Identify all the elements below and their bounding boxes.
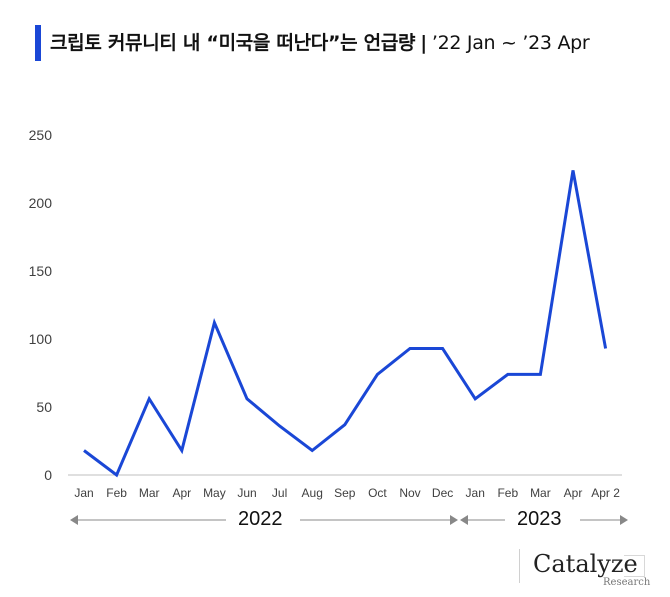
x-tick-label: Jul	[272, 486, 287, 500]
y-tick-label: 200	[29, 195, 53, 211]
year-2023-arrow-right-head	[620, 515, 628, 525]
brand-logo-frame	[624, 555, 645, 577]
y-tick-label: 50	[36, 399, 52, 415]
x-tick-label: Apr	[564, 486, 583, 500]
title-date-range: ’22 Jan ~ ’23 Apr	[431, 32, 590, 54]
x-tick-label: Apr	[172, 486, 191, 500]
x-tick-label: Jun	[237, 486, 256, 500]
x-tick-label: Mar	[139, 486, 160, 500]
y-tick-label: 100	[29, 331, 53, 347]
y-tick-label: 250	[29, 127, 53, 143]
x-tick-label: Jan	[74, 486, 93, 500]
x-tick-label: Feb	[106, 486, 127, 500]
y-tick-label: 150	[29, 263, 53, 279]
title-separator: |	[420, 32, 427, 54]
year-label-2022: 2022	[238, 508, 283, 530]
x-tick-label: Oct	[368, 486, 387, 500]
x-tick-label: Apr 2	[591, 486, 620, 500]
brand-logo-subtitle: Research	[603, 577, 651, 588]
x-tick-label: Nov	[399, 486, 420, 500]
year-label-2023: 2023	[517, 508, 562, 530]
series-line	[83, 170, 608, 478]
y-tick-label: 0	[44, 467, 52, 483]
x-tick-label: Aug	[302, 486, 323, 500]
chart-title: 크립토 커뮤니티 내 “미국을 떠난다”는 언급량 | ’22 Jan ~ ’23 …	[50, 28, 590, 55]
brand-divider	[519, 549, 520, 583]
year-2022-arrow-right-head	[450, 515, 458, 525]
year-2023-arrow-left-head	[460, 515, 468, 525]
x-tick-label: Sep	[334, 486, 356, 500]
x-tick-label: Mar	[530, 486, 551, 500]
title-accent-bar	[35, 25, 41, 61]
x-tick-label: Jan	[466, 486, 485, 500]
x-tick-label: May	[203, 486, 226, 500]
x-tick-label: Dec	[432, 486, 453, 500]
brand-logo-name: Catalyze	[533, 550, 638, 578]
title-text: 크립토 커뮤니티 내 “미국을 떠난다”는 언급량	[50, 32, 416, 54]
x-tick-label: Feb	[497, 486, 518, 500]
year-2022-arrow-left-head	[70, 515, 78, 525]
